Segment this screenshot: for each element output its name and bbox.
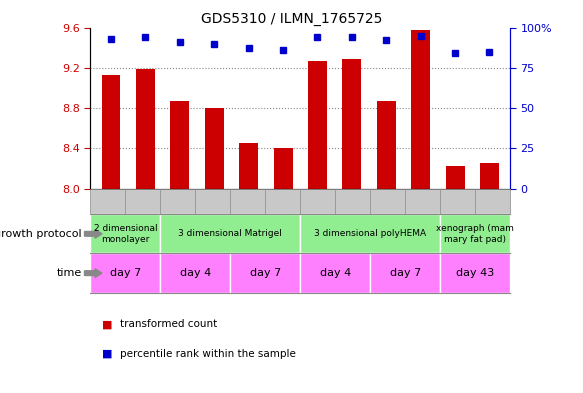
- Text: GDS5310 / ILMN_1765725: GDS5310 / ILMN_1765725: [201, 12, 382, 26]
- Text: xenograph (mam
mary fat pad): xenograph (mam mary fat pad): [436, 224, 514, 244]
- Text: day 7: day 7: [250, 268, 281, 278]
- Text: day 7: day 7: [110, 268, 141, 278]
- Bar: [273, 148, 293, 189]
- Bar: [101, 75, 121, 189]
- Bar: [239, 143, 258, 189]
- Bar: [205, 108, 224, 189]
- Text: ■: ■: [102, 349, 113, 359]
- Bar: [170, 101, 189, 189]
- Text: 3 dimensional Matrigel: 3 dimensional Matrigel: [178, 230, 282, 238]
- Text: ■: ■: [102, 319, 113, 329]
- Bar: [445, 167, 465, 189]
- Text: day 4: day 4: [180, 268, 211, 278]
- Text: 2 dimensional
monolayer: 2 dimensional monolayer: [93, 224, 157, 244]
- Text: day 43: day 43: [456, 268, 494, 278]
- Bar: [342, 59, 361, 189]
- Bar: [480, 163, 499, 189]
- Text: transformed count: transformed count: [120, 319, 217, 329]
- Bar: [308, 61, 327, 189]
- Text: 3 dimensional polyHEMA: 3 dimensional polyHEMA: [314, 230, 426, 238]
- Text: percentile rank within the sample: percentile rank within the sample: [120, 349, 296, 359]
- Bar: [377, 101, 396, 189]
- Text: growth protocol: growth protocol: [0, 229, 82, 239]
- Text: time: time: [57, 268, 82, 278]
- Bar: [411, 29, 430, 189]
- Text: day 7: day 7: [389, 268, 421, 278]
- Text: day 4: day 4: [319, 268, 351, 278]
- Bar: [136, 69, 155, 189]
